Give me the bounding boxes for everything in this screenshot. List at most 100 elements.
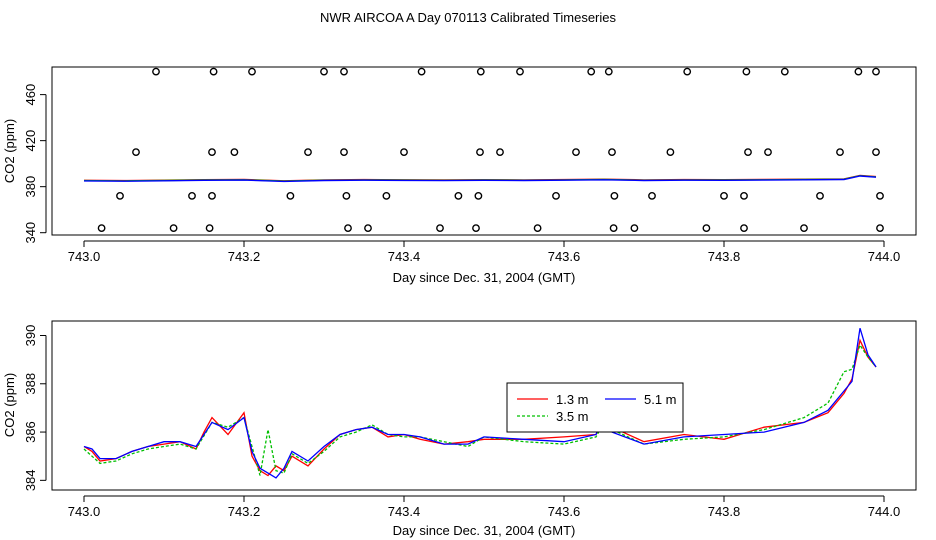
chart-title: NWR AIRCOA A Day 070113 Calibrated Times… (320, 10, 616, 25)
top-data-point (533, 224, 542, 232)
bottom-y-tick-label: 386 (23, 421, 38, 443)
top-data-point (208, 191, 216, 200)
top-data-point (516, 67, 524, 76)
top-x-tick-label: 743.4 (388, 249, 421, 264)
legend: 1.3 m 3.5 m 5.1 m (506, 382, 684, 433)
top-data-point (382, 191, 391, 200)
top-y-axis-label: CO2 (ppm) (2, 119, 17, 183)
top-data-point (344, 224, 352, 232)
top-x-tick-label: 743.8 (708, 249, 741, 264)
legend-label-5-1m: 5.1 m (644, 392, 677, 407)
top-data-point (816, 191, 824, 200)
top-data-point (666, 148, 675, 157)
top-data-point (552, 191, 560, 200)
top-x-axis: 743.0 743.2 743.4 743.6 743.8 744.0 (68, 240, 901, 264)
top-data-point (400, 148, 408, 157)
bottom-plot-frame (51, 320, 917, 491)
top-data-point (230, 148, 239, 157)
series-line-5-1-m (83, 328, 877, 479)
top-data-point (436, 224, 444, 232)
top-data-point (836, 148, 844, 157)
bottom-x-axis-label: Day since Dec. 31, 2004 (GMT) (393, 523, 576, 538)
legend-box (506, 382, 684, 433)
top-series-line (83, 175, 877, 183)
top-data-point (610, 191, 619, 200)
top-data-point (740, 191, 748, 200)
top-data-point (608, 148, 616, 157)
top-x-axis-label: Day since Dec. 31, 2004 (GMT) (393, 270, 576, 285)
top-x-tick-label: 744.0 (868, 249, 901, 264)
top-data-point (496, 148, 504, 157)
top-data-point (474, 191, 483, 200)
top-data-point (764, 148, 772, 157)
top-data-point (340, 67, 348, 76)
top-data-point (454, 191, 463, 200)
top-data-point (152, 67, 160, 76)
top-data-point (742, 67, 751, 76)
bottom-y-tick-label: 384 (23, 469, 38, 491)
top-data-point (97, 224, 106, 232)
top-x-tick-label: 743.6 (548, 249, 581, 264)
top-x-tick-label: 743.0 (68, 249, 101, 264)
top-data-point (609, 224, 618, 232)
bottom-y-tick-label: 388 (23, 373, 38, 395)
legend-label-1-3m: 1.3 m (556, 392, 589, 407)
top-data-point (132, 148, 140, 157)
top-data-point (800, 224, 808, 232)
top-data-point (740, 224, 748, 232)
top-data-point (702, 224, 711, 232)
top-data-point (205, 224, 214, 232)
top-data-point (472, 224, 480, 232)
top-data-point (872, 67, 880, 76)
top-data-point (604, 67, 613, 76)
top-data-point (340, 148, 348, 157)
top-data-point (208, 148, 216, 157)
top-data-point (630, 224, 639, 232)
top-y-tick-label: 460 (23, 84, 38, 106)
top-panel: 743.0 743.2 743.4 743.6 743.8 744.0 340 380 420… (2, 66, 917, 285)
top-data-point (304, 148, 312, 157)
top-data-point (854, 67, 863, 76)
top-y-axis: 340 380 420 460 (23, 84, 47, 244)
bottom-panel: 743.0 743.2 743.4 743.6 743.8 744.0 384 386 388… (2, 320, 917, 538)
top-data-point (417, 67, 426, 76)
top-data-point (188, 191, 196, 200)
bottom-x-tick-label: 743.6 (548, 504, 581, 519)
bottom-y-axis-label: CO2 (ppm) (2, 373, 17, 437)
top-data-point (587, 67, 596, 76)
top-y-tick-label: 420 (23, 130, 38, 152)
top-y-tick-label: 340 (23, 222, 38, 244)
series-line-1-3-m (83, 338, 877, 477)
top-data-point (342, 191, 351, 200)
top-data-point (744, 148, 752, 157)
bottom-y-tick-label: 390 (23, 325, 38, 347)
bottom-x-tick-label: 743.4 (388, 504, 421, 519)
top-data-point (572, 148, 580, 157)
top-data-point (286, 191, 295, 200)
top-data-point (648, 191, 656, 200)
top-data-point (116, 191, 124, 200)
top-data-point (476, 67, 485, 76)
top-plot-frame (51, 66, 917, 236)
series-line-3-5-m (83, 343, 877, 476)
top-data-point (720, 191, 728, 200)
bottom-y-axis: 384 386 388 390 (23, 325, 47, 491)
bottom-x-tick-label: 743.0 (68, 504, 101, 519)
top-data-point (876, 191, 884, 200)
top-data-point (683, 67, 692, 76)
legend-label-3-5m: 3.5 m (556, 409, 589, 424)
top-data-point (780, 67, 789, 76)
bottom-x-tick-label: 743.2 (228, 504, 261, 519)
top-data-point (872, 148, 880, 157)
top-y-tick-label: 380 (23, 176, 38, 198)
top-data-point (209, 67, 218, 76)
bottom-data-layer (83, 328, 877, 479)
bottom-x-axis: 743.0 743.2 743.4 743.6 743.8 744.0 (68, 495, 901, 519)
top-data-point (476, 148, 484, 157)
top-data-point (248, 67, 256, 76)
top-data-point (320, 67, 328, 76)
top-data-point (169, 224, 178, 232)
bottom-x-tick-label: 744.0 (868, 504, 901, 519)
top-x-tick-label: 743.2 (228, 249, 261, 264)
top-data-point (265, 224, 274, 232)
